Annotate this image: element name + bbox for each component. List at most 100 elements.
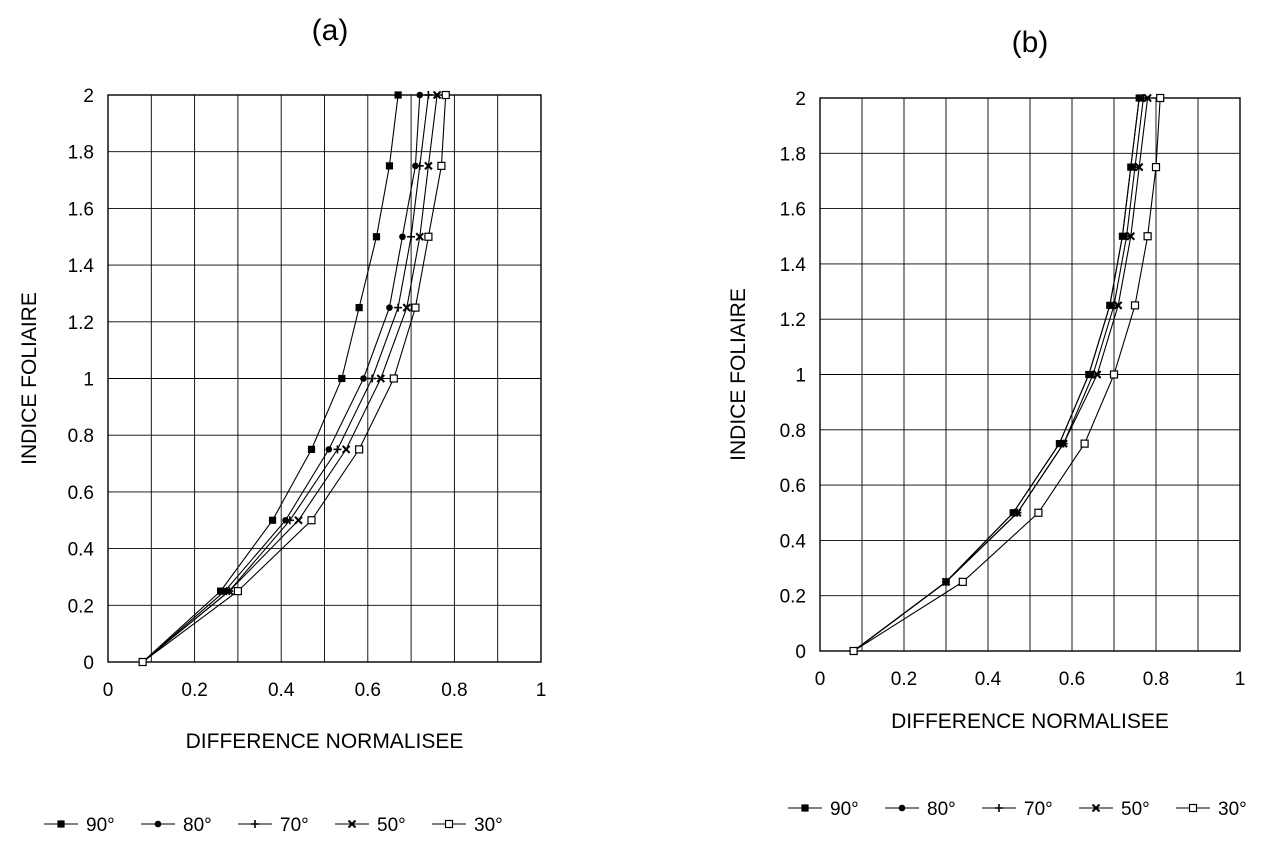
y-tick-label: 1.6	[68, 199, 94, 220]
data-point	[341, 445, 351, 454]
y-tick-label: 0.4	[780, 531, 807, 552]
y-tick-label: 0.8	[68, 426, 94, 447]
data-point	[1059, 439, 1068, 448]
data-point	[294, 516, 303, 525]
legend-marker	[347, 819, 357, 829]
legend: 90° 80° 70° 50° 30°	[788, 799, 1247, 820]
x-tick-label: 0.2	[181, 680, 207, 701]
data-point	[1143, 93, 1152, 103]
legend-label: 80°	[183, 815, 212, 836]
marker-stroke	[415, 232, 424, 241]
y-tick-label: 0	[795, 642, 806, 663]
marker-stroke	[1113, 301, 1123, 310]
marker-stroke	[1092, 370, 1102, 379]
data-point	[1126, 232, 1136, 241]
x-axis-label: DIFFERENCE NORMALISEE	[891, 710, 1169, 733]
data-point	[360, 375, 367, 382]
data-point	[1085, 371, 1093, 378]
data-point	[1122, 232, 1131, 241]
marker-stroke	[1091, 803, 1101, 813]
data-point	[1143, 232, 1152, 241]
data-point	[1110, 301, 1118, 310]
legend-marker	[444, 819, 454, 829]
y-tick-label: 1.6	[780, 200, 806, 221]
y-tick-label: 2	[795, 89, 806, 110]
y-tick-label: 1.8	[68, 143, 94, 164]
x-tick-label: 0.6	[355, 680, 381, 701]
legend-marker	[251, 820, 259, 828]
legend-label: 90°	[86, 815, 115, 836]
marker-stroke	[1134, 162, 1144, 172]
data-point	[1135, 94, 1143, 102]
y-tick-label: 0.6	[780, 476, 806, 497]
chart-title: (b)	[1012, 26, 1049, 59]
data-point	[1092, 370, 1102, 379]
data-point	[1130, 301, 1140, 310]
data-point	[1127, 163, 1135, 171]
marker-stroke	[225, 586, 234, 596]
legend-item: 50°	[335, 815, 406, 836]
y-tick-label: 0.6	[68, 483, 94, 504]
y-tick-label: 0.2	[780, 587, 806, 608]
marker-stroke	[402, 303, 411, 312]
data-point	[389, 374, 398, 383]
data-point	[399, 233, 406, 241]
plot-frame	[819, 97, 1241, 652]
data-point	[437, 161, 446, 170]
data-point	[1156, 93, 1165, 103]
legend-marker	[154, 820, 162, 828]
data-point	[307, 516, 316, 525]
legend-item: 90°	[44, 815, 115, 836]
x-tick-label: 0	[815, 669, 826, 690]
legend-label: 70°	[280, 815, 309, 836]
data-point	[394, 91, 402, 99]
chart-panel-a: (a) 0 0.2 0.4 0.6 0.8 1 0 0.2 0.4 0.6 0.8 1 1.2 1.4 1.6…	[18, 14, 546, 836]
data-point	[1151, 163, 1161, 172]
marker-stroke	[424, 161, 433, 171]
legend-marker	[57, 820, 65, 828]
data-point	[407, 232, 416, 241]
x-tick-label: 1	[1235, 669, 1246, 690]
data-point	[958, 577, 967, 586]
data-point	[282, 516, 289, 524]
legend-label: 50°	[1121, 799, 1150, 820]
y-tick-label: 0.4	[68, 540, 95, 561]
data-point	[402, 303, 411, 312]
data-point	[432, 90, 442, 100]
data-point	[386, 304, 393, 311]
marker-stroke	[376, 374, 385, 383]
data-point	[1119, 232, 1126, 240]
marker-stroke	[1126, 232, 1136, 241]
data-point	[424, 232, 433, 241]
data-point	[1109, 370, 1119, 379]
y-tick-label: 1	[795, 366, 806, 387]
x-axis-label: DIFFERENCE NORMALISEE	[186, 730, 464, 753]
legend-item: 30°	[1176, 799, 1247, 820]
legend-item: 80°	[141, 815, 212, 836]
marker-stroke	[294, 516, 303, 525]
data-point	[372, 233, 381, 241]
legend-item: 70°	[982, 799, 1053, 820]
data-point	[1089, 370, 1097, 379]
legend-label: 90°	[830, 799, 859, 820]
marker-stroke	[941, 577, 951, 587]
legend-label: 50°	[377, 815, 406, 836]
marker-stroke	[341, 445, 351, 454]
y-tick-label: 1.8	[780, 144, 806, 165]
y-axis-label: INDICE FOLIAIRE	[727, 288, 750, 461]
data-point	[412, 162, 419, 170]
legend-marker	[1188, 803, 1198, 813]
data-point	[216, 587, 225, 595]
y-tick-label: 0.8	[780, 421, 806, 442]
data-point	[441, 90, 450, 100]
data-point	[1034, 508, 1043, 517]
data-point	[411, 303, 420, 312]
legend-label: 30°	[474, 815, 503, 836]
legend-marker	[1091, 803, 1101, 813]
data-point	[307, 445, 316, 453]
x-tick-label: 0.8	[1143, 669, 1169, 690]
series-30deg	[849, 93, 1165, 656]
data-point	[368, 374, 377, 383]
data-point	[385, 162, 394, 170]
